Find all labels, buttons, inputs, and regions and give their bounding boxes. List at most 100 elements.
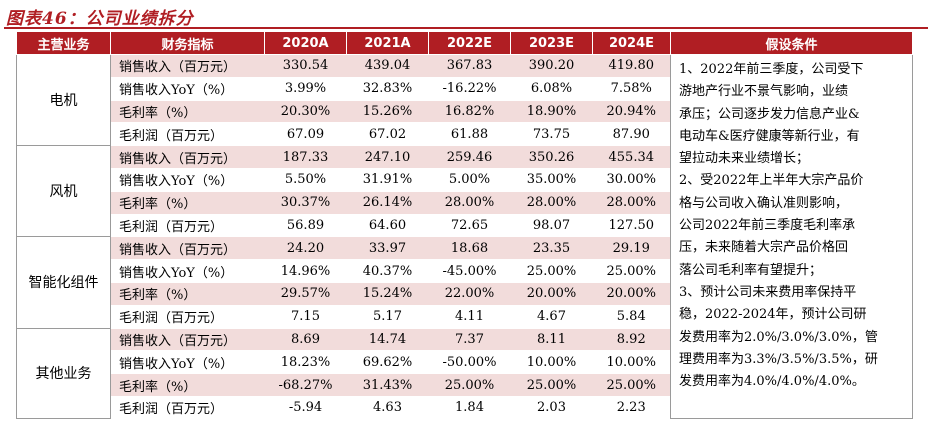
value-cell: 259.46 bbox=[428, 145, 511, 169]
value-cell: 247.10 bbox=[346, 145, 429, 169]
assumption-line: 发费用率为2.0%/3.0%/3.0%，管 bbox=[679, 329, 878, 345]
table-row: 毛利率（%） -68.27% 31.43% 25.00% 25.00% 25.00% bbox=[17, 373, 913, 397]
value-cell: 455.34 bbox=[592, 145, 671, 169]
value-cell: 18.90% bbox=[510, 99, 593, 123]
table-row: 毛利润（百万元） -5.94 4.63 1.84 2.03 2.23 bbox=[17, 395, 913, 419]
assumption-line: 望拉动未来业绩增长； bbox=[679, 151, 810, 167]
value-cell: -16.22% bbox=[428, 76, 511, 101]
value-cell: 15.26% bbox=[346, 99, 429, 123]
value-cell: 25.00% bbox=[592, 373, 671, 397]
assumption-line: 公司2022年前三季度毛利率承 bbox=[679, 218, 856, 234]
assumption-line: 2、受2022年上半年大宗产品价 bbox=[679, 173, 864, 189]
title-rule bbox=[4, 27, 928, 29]
value-cell: 7.37 bbox=[428, 327, 511, 351]
header-assumptions: 假设条件 bbox=[670, 31, 913, 55]
value-cell: 20.30% bbox=[264, 99, 347, 123]
value-cell: 18.23% bbox=[264, 350, 347, 374]
value-cell: 98.07 bbox=[510, 213, 593, 237]
value-cell: 439.04 bbox=[346, 54, 429, 78]
header-metric: 财务指标 bbox=[110, 31, 265, 55]
value-cell: 22.00% bbox=[428, 281, 511, 306]
value-cell: 29.57% bbox=[264, 281, 347, 306]
header-year: 2021A bbox=[346, 31, 429, 55]
value-cell: 7.15 bbox=[264, 304, 347, 329]
value-cell: -5.94 bbox=[264, 395, 347, 419]
value-cell: 40.37% bbox=[346, 259, 429, 283]
value-cell: 35.00% bbox=[510, 167, 593, 192]
metric-label: 销售收入YoY（%） bbox=[110, 167, 265, 192]
value-cell: 69.62% bbox=[346, 350, 429, 374]
value-cell: 350.26 bbox=[510, 145, 593, 169]
header-year: 2022E bbox=[428, 31, 511, 55]
value-cell: 67.02 bbox=[346, 122, 429, 146]
segment-name: 风机 bbox=[16, 145, 111, 238]
value-cell: 419.80 bbox=[592, 54, 671, 78]
metric-label: 毛利润（百万元） bbox=[110, 122, 265, 146]
value-cell: 4.67 bbox=[510, 304, 593, 329]
assumption-line: 游地产行业不景气影响，业绩 bbox=[679, 84, 849, 100]
metric-label: 销售收入YoY（%） bbox=[110, 259, 265, 283]
value-cell: 5.00% bbox=[428, 167, 511, 192]
value-cell: 367.83 bbox=[428, 54, 511, 78]
table-row: 销售收入YoY（%） 5.50% 31.91% 5.00% 35.00% 30.00% bbox=[17, 167, 913, 192]
assumption-line: 格与公司收入确认准则影响， bbox=[679, 195, 849, 211]
value-cell: 1.84 bbox=[428, 395, 511, 419]
metric-label: 毛利润（百万元） bbox=[110, 304, 265, 329]
value-cell: 61.88 bbox=[428, 122, 511, 146]
header-year: 2024E bbox=[592, 31, 671, 55]
metric-label: 毛利率（%） bbox=[110, 281, 265, 306]
segment-name: 智能化组件 bbox=[16, 236, 111, 329]
value-cell: 390.20 bbox=[510, 54, 593, 78]
table-row: 电机 销售收入（百万元） 330.54 439.04 367.83 390.20 419.8… bbox=[16, 53, 913, 420]
value-cell: 2.23 bbox=[592, 395, 671, 419]
header-segment: 主营业务 bbox=[16, 31, 111, 55]
table-row: 智能化组件 销售收入（百万元） 24.20 33.97 18.68 23.35 29.19 bbox=[16, 236, 913, 329]
value-cell: 14.74 bbox=[346, 327, 429, 351]
earnings-table: 主营业务 财务指标 2020A 2021A 2022E 2023E 2024E … bbox=[16, 31, 913, 420]
assumption-line: 3、预计公司未来费用率保持平 bbox=[679, 284, 857, 300]
value-cell: 28.00% bbox=[428, 190, 511, 215]
value-cell: -68.27% bbox=[264, 373, 347, 397]
value-cell: 25.00% bbox=[428, 373, 511, 397]
value-cell: 16.82% bbox=[428, 99, 511, 123]
metric-label: 毛利润（百万元） bbox=[110, 395, 265, 419]
value-cell: 8.11 bbox=[510, 327, 593, 351]
value-cell: 29.19 bbox=[592, 236, 671, 260]
value-cell: 8.69 bbox=[264, 327, 347, 351]
table-row: 销售收入YoY（%） 3.99% 32.83% -16.22% 6.08% 7.58% bbox=[17, 76, 913, 101]
value-cell: 20.00% bbox=[592, 281, 671, 306]
metric-label: 销售收入（百万元） bbox=[110, 327, 265, 351]
value-cell: 3.99% bbox=[264, 76, 347, 101]
metric-label: 毛利率（%） bbox=[110, 373, 265, 397]
table-row: 毛利率（%） 30.37% 26.14% 28.00% 28.00% 28.00% bbox=[17, 190, 913, 215]
metric-label: 销售收入（百万元） bbox=[110, 145, 265, 169]
value-cell: 5.84 bbox=[592, 304, 671, 329]
assumption-line: 压，未来随着大宗产品价格回 bbox=[679, 240, 849, 256]
metric-label: 销售收入YoY（%） bbox=[110, 76, 265, 101]
value-cell: 187.33 bbox=[264, 145, 347, 169]
segment-name: 电机 bbox=[16, 53, 111, 147]
assumption-line: 落公司毛利率有望提升； bbox=[679, 262, 823, 278]
value-cell: 127.50 bbox=[592, 213, 671, 237]
value-cell: 72.65 bbox=[428, 213, 511, 237]
header-row: 主营业务 财务指标 2020A 2021A 2022E 2023E 2024E … bbox=[16, 31, 913, 55]
value-cell: -45.00% bbox=[428, 259, 511, 283]
table-row: 毛利润（百万元） 56.89 64.60 72.65 98.07 127.50 bbox=[17, 213, 913, 237]
value-cell: 87.90 bbox=[592, 122, 671, 146]
value-cell: 10.00% bbox=[510, 350, 593, 374]
assumption-line: 发费用率为4.0%/4.0%/4.0%。 bbox=[679, 374, 865, 390]
value-cell: 30.00% bbox=[592, 167, 671, 192]
value-cell: 20.00% bbox=[510, 281, 593, 306]
metric-label: 毛利率（%） bbox=[110, 99, 265, 123]
value-cell: -50.00% bbox=[428, 350, 511, 374]
value-cell: 25.00% bbox=[592, 259, 671, 283]
value-cell: 25.00% bbox=[510, 373, 593, 397]
value-cell: 20.94% bbox=[592, 99, 671, 123]
value-cell: 24.20 bbox=[264, 236, 347, 260]
value-cell: 64.60 bbox=[346, 213, 429, 237]
metric-label: 销售收入（百万元） bbox=[110, 54, 265, 78]
value-cell: 25.00% bbox=[510, 259, 593, 283]
value-cell: 28.00% bbox=[510, 190, 593, 215]
value-cell: 7.58% bbox=[592, 76, 671, 101]
assumption-line: 电动车&医疗健康等新行业，有 bbox=[679, 128, 860, 144]
